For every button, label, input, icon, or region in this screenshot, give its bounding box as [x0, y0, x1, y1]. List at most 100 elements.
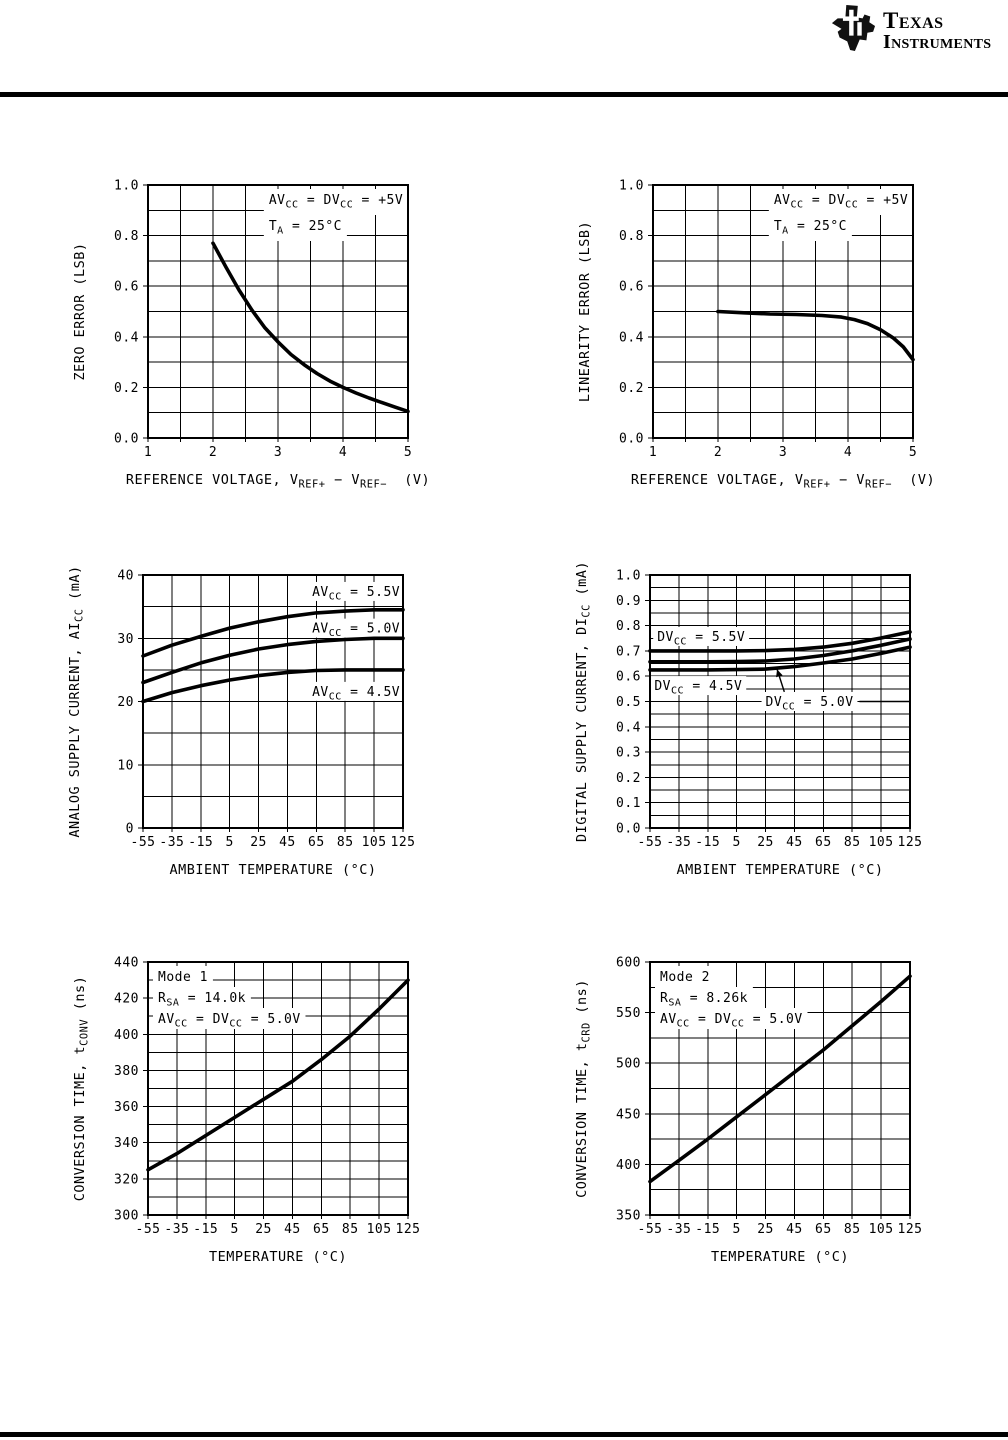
- x-tick-label: 45: [786, 835, 803, 850]
- plot-border: [142, 574, 404, 829]
- footer-rule: [0, 1432, 1008, 1437]
- series-curve-0: [648, 630, 912, 653]
- y-axis-title: LINEARITY ERROR (LSB): [577, 221, 593, 402]
- series-curve-0: [648, 974, 912, 1184]
- x-tick-label: 125: [898, 1222, 923, 1237]
- x-tick-label: -55: [638, 1222, 663, 1237]
- y-tick-label: 20: [117, 695, 134, 710]
- brand-line2: Instruments: [883, 31, 992, 53]
- condition-note-line: Mode 2: [660, 970, 710, 985]
- x-tick-label: 45: [279, 835, 296, 850]
- condition-note-line: TA = 25°C: [774, 219, 847, 237]
- y-tick-label: 40: [117, 569, 134, 584]
- x-axis-title: AMBIENT TEMPERATURE (°C): [169, 862, 376, 878]
- label-backgrounds: [308, 581, 405, 701]
- x-tick-label: 5: [404, 445, 412, 460]
- x-tick-label: -35: [159, 835, 184, 850]
- y-tick-label: 0.9: [616, 594, 641, 609]
- digital-supply-current-vs-temperature-figure: -55 -35 -15 5 25 45 65 85 105 125 0.0 0.1 0.2 0.3 0.4 0…: [574, 561, 922, 878]
- x-tick-label: 4: [339, 445, 347, 460]
- label-backgrounds: [650, 626, 858, 711]
- y-tick-label: 0.4: [616, 720, 641, 735]
- y-tick-label: 0.6: [619, 280, 644, 295]
- y-tick-label: 360: [114, 1100, 139, 1115]
- x-tick-label: 125: [396, 1222, 421, 1237]
- x-tick-label: 65: [815, 835, 832, 850]
- y-tick-label: 0.6: [114, 280, 139, 295]
- y-tick-label: 0.4: [114, 330, 139, 345]
- y-axis-title: CONVERSION TIME, tCONV (ns): [72, 976, 91, 1201]
- x-tick-label: -35: [666, 1222, 691, 1237]
- plot-border: [652, 184, 914, 439]
- y-tick-label: 420: [114, 992, 139, 1007]
- condition-note-line: RSA = 8.26k: [660, 991, 748, 1009]
- curve-label: AVCC = 5.0V: [312, 622, 400, 640]
- y-tick-label: 350: [616, 1209, 641, 1224]
- x-tick-label: 5: [226, 835, 234, 850]
- brand-line1: Texas: [883, 8, 944, 33]
- x-axis-title: TEMPERATURE (°C): [209, 1249, 347, 1265]
- y-axis-title: ZERO ERROR (LSB): [72, 242, 88, 380]
- x-axis-title: AMBIENT TEMPERATURE (°C): [676, 862, 883, 878]
- x-tick-label: 5: [909, 445, 917, 460]
- y-tick-label: 0.8: [114, 229, 139, 244]
- x-tick-label: 65: [308, 835, 325, 850]
- analog-supply-current-vs-temperature-figure: -55 -35 -15 5 25 45 65 85 105 125 0 10 20 30 40 AMBIENT…: [67, 565, 416, 878]
- header-rule: [0, 92, 1008, 97]
- x-tick-label: 105: [869, 1222, 894, 1237]
- x-tick-label: 5: [733, 1222, 741, 1237]
- y-tick-label: 1.0: [616, 569, 641, 584]
- label-backgrounds: [655, 966, 808, 1029]
- y-tick-label: 380: [114, 1064, 139, 1079]
- x-tick-label: -35: [666, 835, 691, 850]
- x-tick-label: -55: [131, 835, 156, 850]
- x-axis-title: REFERENCE VOLTAGE, VREF+ − VREF− (V): [631, 472, 935, 491]
- x-tick-label: 105: [367, 1222, 392, 1237]
- x-tick-label: 45: [786, 1222, 803, 1237]
- y-tick-label: 0.7: [616, 644, 641, 659]
- x-tick-label: 105: [362, 835, 387, 850]
- y-tick-label: 0.4: [619, 330, 644, 345]
- x-tick-label: 5: [733, 835, 741, 850]
- x-tick-label: 3: [274, 445, 282, 460]
- y-tick-label: 400: [616, 1158, 641, 1173]
- label-backgrounds: [263, 189, 408, 241]
- y-axis-title: ANALOG SUPPLY CURRENT, AICC (mA): [67, 565, 86, 837]
- x-tick-label: 65: [815, 1222, 832, 1237]
- y-tick-label: 550: [616, 1006, 641, 1021]
- x-tick-label: 25: [757, 835, 774, 850]
- y-tick-label: 0.3: [616, 746, 641, 761]
- label-backgrounds: [153, 966, 306, 1029]
- y-tick-label: 10: [117, 758, 134, 773]
- x-tick-label: 1: [649, 445, 657, 460]
- y-tick-label: 0.2: [616, 771, 641, 786]
- condition-note-line: RSA = 14.0k: [158, 991, 246, 1009]
- y-tick-label: 0.0: [616, 822, 641, 837]
- series-curve-1: [648, 637, 912, 664]
- zero-error-vs-reference-voltage-figure: 1 2 3 4 5 0.0 0.2 0.4 0.6 0.8 1.0 REFERENCE VOLTAGE…: [72, 179, 430, 491]
- y-tick-label: 30: [117, 632, 134, 647]
- y-tick-label: 0.2: [114, 381, 139, 396]
- x-tick-label: 25: [757, 1222, 774, 1237]
- x-tick-label: 4: [844, 445, 852, 460]
- x-tick-label: 85: [844, 835, 861, 850]
- ti-logo: Texas Instruments: [830, 2, 991, 52]
- x-tick-label: 1: [144, 445, 152, 460]
- x-tick-label: -15: [193, 1222, 218, 1237]
- y-tick-label: 300: [114, 1209, 139, 1224]
- y-tick-label: 0.6: [616, 670, 641, 685]
- chart-digital-supply-current-vs-temperature: -55 -35 -15 5 25 45 65 85 105 125 0.0 0.1 0.2 0.3 0.4 0…: [570, 557, 935, 888]
- chart-analog-supply-current-vs-temperature: -55 -35 -15 5 25 45 65 85 105 125 0 10 20 30 40 AMBIENT…: [63, 557, 428, 888]
- series-curve-0: [716, 309, 915, 362]
- x-tick-label: 125: [391, 835, 416, 850]
- conversion-time-mode2-vs-temperature-figure: -55 -35 -15 5 25 45 65 85 105 125 350 400 450 500 550 6…: [574, 956, 923, 1266]
- y-tick-label: 0.8: [616, 619, 641, 634]
- plot-border: [147, 184, 409, 439]
- y-axis-title: CONVERSION TIME, tCRD (ns): [574, 979, 593, 1198]
- curve-label: DVCC = 5.0V: [766, 695, 854, 713]
- y-tick-label: 0.2: [619, 381, 644, 396]
- y-tick-label: 340: [114, 1136, 139, 1151]
- curve-label: DVCC = 5.5V: [657, 630, 745, 648]
- x-tick-label: 85: [342, 1222, 359, 1237]
